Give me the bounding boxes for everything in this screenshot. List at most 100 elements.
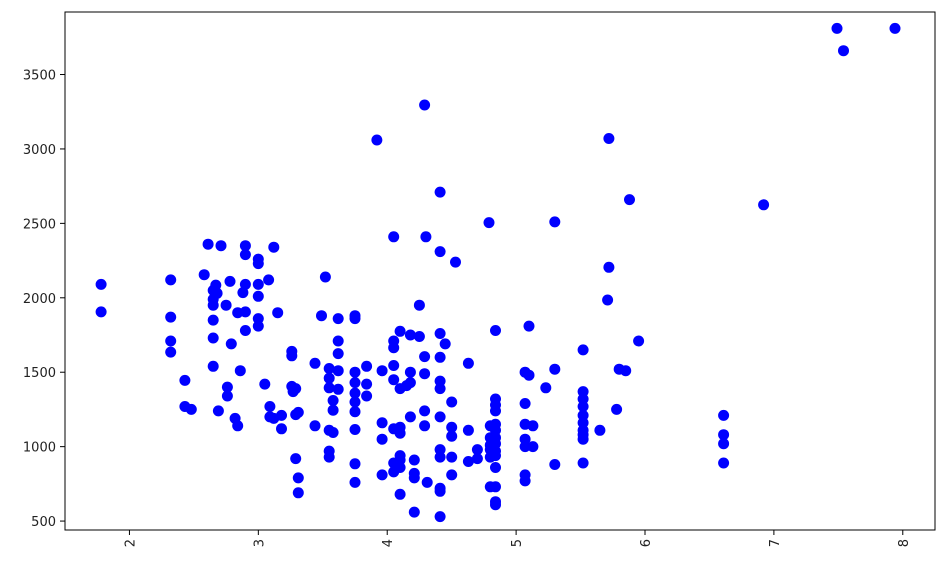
data-point bbox=[207, 314, 219, 326]
plot-frame bbox=[64, 11, 936, 531]
data-point bbox=[404, 411, 416, 423]
data-point bbox=[165, 335, 177, 347]
data-point bbox=[394, 325, 406, 337]
data-point bbox=[471, 453, 483, 465]
data-point bbox=[225, 338, 237, 350]
data-point bbox=[388, 360, 400, 371]
data-point bbox=[215, 240, 227, 252]
data-point bbox=[179, 374, 191, 386]
data-point bbox=[419, 420, 431, 432]
data-point bbox=[408, 472, 420, 484]
data-point bbox=[239, 249, 251, 261]
data-point bbox=[95, 278, 107, 290]
data-point bbox=[185, 403, 197, 415]
x-tick-label: 6 bbox=[639, 539, 654, 547]
y-tick-label: 1000 bbox=[23, 441, 56, 456]
data-point bbox=[394, 462, 406, 473]
data-point bbox=[232, 420, 244, 432]
data-point bbox=[309, 420, 321, 432]
x-tick-label: 5 bbox=[510, 539, 525, 547]
data-point bbox=[523, 369, 535, 381]
data-point bbox=[323, 363, 335, 374]
data-point bbox=[549, 216, 561, 228]
data-point bbox=[211, 287, 223, 299]
data-point bbox=[327, 404, 339, 416]
data-point bbox=[434, 451, 446, 463]
data-point bbox=[349, 387, 361, 399]
data-point bbox=[252, 278, 264, 290]
data-point bbox=[718, 438, 730, 450]
data-point bbox=[316, 310, 327, 322]
data-point bbox=[602, 294, 614, 306]
data-point bbox=[490, 405, 501, 417]
data-point bbox=[207, 332, 219, 344]
data-point bbox=[527, 441, 539, 453]
data-point bbox=[292, 472, 304, 484]
data-point bbox=[421, 476, 433, 488]
data-point bbox=[413, 299, 425, 311]
data-point bbox=[332, 365, 344, 377]
data-point bbox=[838, 45, 849, 57]
data-point bbox=[388, 231, 400, 243]
data-point bbox=[388, 342, 400, 354]
data-point bbox=[620, 365, 632, 377]
x-tick-label: 2 bbox=[123, 539, 138, 547]
data-point bbox=[462, 357, 474, 369]
data-point bbox=[611, 403, 623, 415]
data-point bbox=[259, 378, 271, 390]
data-point bbox=[388, 374, 400, 386]
data-point bbox=[446, 451, 458, 463]
data-point bbox=[327, 427, 339, 438]
data-point bbox=[332, 383, 344, 395]
data-point bbox=[292, 406, 304, 418]
data-point bbox=[252, 290, 264, 302]
data-point bbox=[239, 325, 251, 336]
y-tick-label: 500 bbox=[31, 515, 56, 530]
data-point bbox=[404, 329, 416, 341]
data-point bbox=[268, 241, 280, 253]
data-point bbox=[419, 351, 431, 363]
data-point bbox=[349, 476, 361, 488]
data-point bbox=[718, 457, 730, 469]
data-point bbox=[577, 457, 589, 469]
data-point bbox=[462, 424, 474, 436]
y-tick-label: 3500 bbox=[23, 69, 56, 84]
data-point bbox=[434, 328, 446, 339]
data-point bbox=[831, 22, 843, 34]
data-point bbox=[434, 186, 446, 198]
data-point bbox=[603, 133, 615, 144]
data-point bbox=[263, 274, 275, 286]
data-point bbox=[292, 487, 304, 499]
data-point bbox=[252, 258, 264, 270]
data-point bbox=[349, 377, 361, 389]
data-point bbox=[202, 238, 214, 250]
data-point bbox=[165, 346, 177, 358]
data-point bbox=[361, 390, 373, 402]
data-point bbox=[577, 344, 589, 356]
data-point bbox=[450, 256, 461, 268]
data-point bbox=[376, 365, 388, 377]
data-point bbox=[332, 348, 344, 360]
data-point bbox=[327, 395, 339, 406]
data-point bbox=[718, 409, 730, 421]
data-point bbox=[446, 421, 458, 433]
data-point bbox=[439, 338, 451, 350]
data-point bbox=[361, 378, 373, 390]
x-tick-label: 4 bbox=[381, 539, 396, 547]
data-point bbox=[323, 382, 335, 394]
data-point bbox=[394, 427, 406, 439]
data-point bbox=[434, 383, 446, 395]
data-point bbox=[210, 279, 222, 291]
data-point bbox=[540, 382, 552, 394]
data-point bbox=[523, 320, 535, 332]
data-point bbox=[319, 271, 331, 283]
data-point bbox=[239, 278, 251, 290]
data-point bbox=[413, 331, 425, 342]
data-point bbox=[349, 458, 361, 470]
data-point bbox=[577, 433, 589, 445]
data-point bbox=[446, 430, 458, 442]
data-point bbox=[419, 368, 431, 380]
data-point bbox=[404, 366, 416, 378]
y-tick-label: 3000 bbox=[23, 143, 56, 158]
data-point bbox=[434, 485, 446, 497]
